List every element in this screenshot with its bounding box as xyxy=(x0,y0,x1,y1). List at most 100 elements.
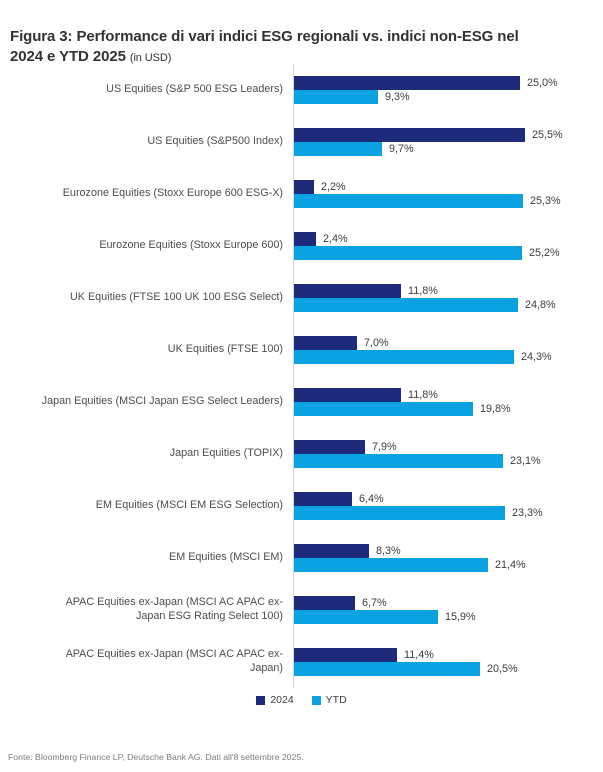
bar-group: 6,7% 15,9% xyxy=(293,584,603,636)
bar-group: 6,4% 23,3% xyxy=(293,480,603,532)
category-label: UK Equities (FTSE 100) xyxy=(167,343,283,356)
value-label-2024: 11,4% xyxy=(404,649,434,661)
bar-ytd xyxy=(294,246,522,260)
bar-group: 7,9% 23,1% xyxy=(293,428,603,480)
value-label-2024: 25,5% xyxy=(532,129,563,141)
bar-ytd xyxy=(294,610,438,624)
value-label-ytd: 23,1% xyxy=(510,455,541,467)
bar-line: 23,1% xyxy=(294,454,603,468)
category-label: Japan Equities (MSCI Japan ESG Select Le… xyxy=(41,395,283,408)
bar-line: 25,0% xyxy=(294,76,603,90)
category-label: US Equities (S&P500 Index) xyxy=(147,135,283,148)
value-label-2024: 11,8% xyxy=(408,389,438,401)
legend-item-ytd: YTD xyxy=(311,694,347,706)
bar-line: 9,7% xyxy=(294,142,603,156)
bar-group: 2,2% 25,3% xyxy=(293,168,603,220)
value-label-ytd: 25,2% xyxy=(529,247,560,259)
bar-ytd xyxy=(294,402,473,416)
bar-2024 xyxy=(294,388,401,402)
value-label-2024: 7,9% xyxy=(372,441,397,453)
chart-row: Japan Equities (MSCI Japan ESG Select Le… xyxy=(0,376,603,428)
legend-label-2024: 2024 xyxy=(270,694,294,706)
value-label-ytd: 24,3% xyxy=(521,351,552,363)
figure-title-unit: (in USD) xyxy=(129,51,172,64)
category-label: EM Equities (MSCI EM) xyxy=(169,551,283,564)
category-label: APAC Equities ex-Japan (MSCI AC APAC ex-… xyxy=(65,596,283,622)
category-label: US Equities (S&P 500 ESG Leaders) xyxy=(106,83,283,96)
chart-row: US Equities (S&P 500 ESG Leaders) 25,0% 9,… xyxy=(0,64,603,116)
value-label-ytd: 23,3% xyxy=(512,507,543,519)
bar-group: 7,0% 24,3% xyxy=(293,324,603,376)
bar-line: 23,3% xyxy=(294,506,603,520)
chart-row: APAC Equities ex-Japan (MSCI AC APAC ex-… xyxy=(0,636,603,688)
bar-group: 2,4% 25,2% xyxy=(293,220,603,272)
bar-2024 xyxy=(294,440,365,454)
legend-swatch-2024 xyxy=(256,695,266,705)
value-label-ytd: 20,5% xyxy=(487,663,518,675)
value-label-ytd: 21,4% xyxy=(495,559,526,571)
chart-legend: 2024 YTD xyxy=(0,694,603,706)
value-label-2024: 7,0% xyxy=(364,337,389,349)
bar-line: 6,7% xyxy=(294,596,603,610)
bar-group: 11,8% 24,8% xyxy=(293,272,603,324)
bar-2024 xyxy=(294,232,316,246)
category-label: Eurozone Equities (Stoxx Europe 600) xyxy=(99,239,283,252)
category-label: UK Equities (FTSE 100 UK 100 ESG Select) xyxy=(69,291,283,304)
bar-2024 xyxy=(294,544,369,558)
value-label-ytd: 15,9% xyxy=(445,611,476,623)
bar-2024 xyxy=(294,596,355,610)
chart-row: Eurozone Equities (Stoxx Europe 600) 2,4%… xyxy=(0,220,603,272)
value-label-2024: 2,2% xyxy=(321,181,346,193)
chart-row: US Equities (S&P500 Index) 25,5% 9,7% xyxy=(0,116,603,168)
chart-row: Japan Equities (TOPIX) 7,9% 23,1% xyxy=(0,428,603,480)
bar-2024 xyxy=(294,284,401,298)
bar-ytd xyxy=(294,350,514,364)
bar-line: 20,5% xyxy=(294,662,603,676)
bar-line: 2,2% xyxy=(294,180,603,194)
bar-ytd xyxy=(294,194,523,208)
value-label-2024: 6,7% xyxy=(362,597,387,609)
value-label-2024: 6,4% xyxy=(359,493,384,505)
bar-ytd xyxy=(294,454,503,468)
bar-line: 24,3% xyxy=(294,350,603,364)
bar-line: 19,8% xyxy=(294,402,603,416)
bar-ytd xyxy=(294,142,382,156)
bar-2024 xyxy=(294,492,352,506)
legend-label-ytd: YTD xyxy=(325,694,347,706)
bar-group: 25,5% 9,7% xyxy=(293,116,603,168)
bar-ytd xyxy=(294,662,480,676)
bar-group: 25,0% 9,3% xyxy=(293,64,603,116)
value-label-ytd: 25,3% xyxy=(530,195,561,207)
bar-chart: US Equities (S&P 500 ESG Leaders) 25,0% 9,… xyxy=(0,64,603,688)
value-label-2024: 8,3% xyxy=(376,545,401,557)
bar-line: 25,2% xyxy=(294,246,603,260)
category-label: Eurozone Equities (Stoxx Europe 600 ESG-… xyxy=(62,187,283,200)
category-label: EM Equities (MSCI EM ESG Selection) xyxy=(95,499,283,512)
bar-2024 xyxy=(294,128,525,142)
bar-group: 11,8% 19,8% xyxy=(293,376,603,428)
bar-line: 25,3% xyxy=(294,194,603,208)
bar-line: 21,4% xyxy=(294,558,603,572)
bar-line: 25,5% xyxy=(294,128,603,142)
bar-line: 2,4% xyxy=(294,232,603,246)
value-label-2024: 25,0% xyxy=(527,77,558,89)
category-label: Japan Equities (TOPIX) xyxy=(169,447,283,460)
figure-title-text: Figura 3: Performance di vari indici ESG… xyxy=(10,27,519,65)
category-label: APAC Equities ex-Japan (MSCI AC APAC ex-… xyxy=(65,648,283,674)
bar-2024 xyxy=(294,76,520,90)
bar-ytd xyxy=(294,506,505,520)
chart-row: APAC Equities ex-Japan (MSCI AC APAC ex-… xyxy=(0,584,603,636)
bar-group: 8,3% 21,4% xyxy=(293,532,603,584)
bar-line: 7,9% xyxy=(294,440,603,454)
bar-line: 11,8% xyxy=(294,388,603,402)
legend-swatch-ytd xyxy=(311,695,321,705)
bar-line: 8,3% xyxy=(294,544,603,558)
bar-2024 xyxy=(294,180,314,194)
bar-line: 24,8% xyxy=(294,298,603,312)
chart-row: UK Equities (FTSE 100) 7,0% 24,3% xyxy=(0,324,603,376)
value-label-ytd: 9,7% xyxy=(389,143,414,155)
chart-row: EM Equities (MSCI EM ESG Selection) 6,4% 2… xyxy=(0,480,603,532)
value-label-2024: 2,4% xyxy=(323,233,348,245)
bar-line: 6,4% xyxy=(294,492,603,506)
